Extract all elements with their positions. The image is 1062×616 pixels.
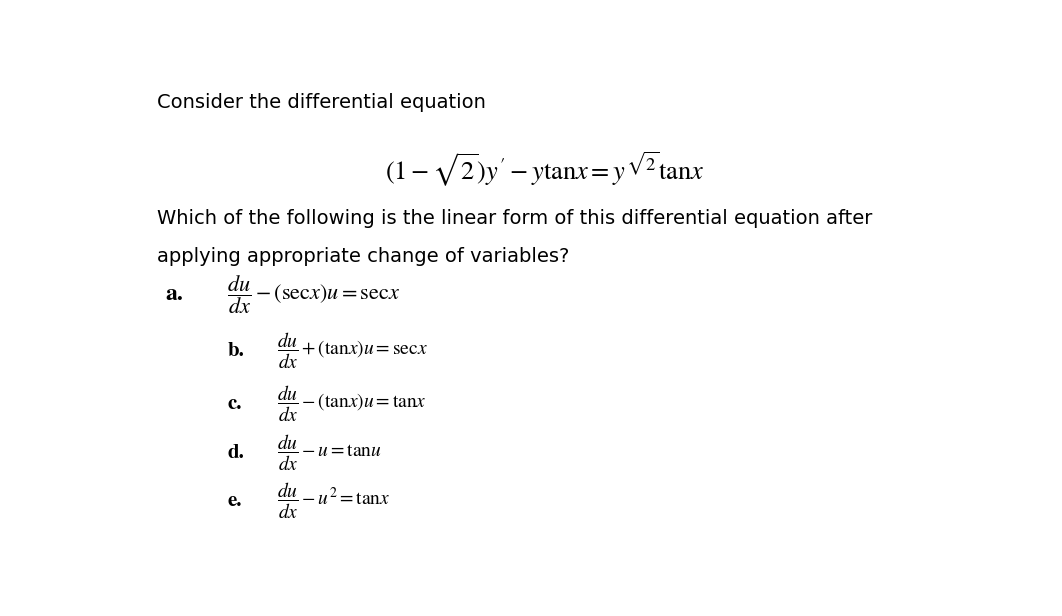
Text: $\dfrac{du}{dx} - u^{2} = \mathrm{tan}x$: $\dfrac{du}{dx} - u^{2} = \mathrm{tan}x$ [277, 480, 390, 521]
Text: c.: c. [227, 395, 242, 413]
Text: $\dfrac{du}{dx} - (\mathrm{tan}x)u = \mathrm{tan}x$: $\dfrac{du}{dx} - (\mathrm{tan}x)u = \ma… [277, 384, 427, 424]
Text: $\dfrac{du}{dx} + (\mathrm{tan}x)u = \mathrm{sec}x$: $\dfrac{du}{dx} + (\mathrm{tan}x)u = \ma… [277, 331, 428, 371]
Text: b.: b. [227, 342, 244, 360]
Text: a.: a. [166, 284, 184, 305]
Text: Which of the following is the linear form of this differential equation after: Which of the following is the linear for… [157, 209, 873, 228]
Text: $\dfrac{du}{dx} - u = \mathrm{tan}u$: $\dfrac{du}{dx} - u = \mathrm{tan}u$ [277, 433, 381, 474]
Text: $\dfrac{du}{dx} - (\mathrm{sec}x)u = \mathrm{sec}x$: $\dfrac{du}{dx} - (\mathrm{sec}x)u = \ma… [227, 273, 400, 316]
Text: d.: d. [227, 444, 244, 463]
Text: $(1 - \sqrt{2})y^{\prime} - y\mathrm{tan}x = y^{\sqrt{2}}\mathrm{tan}x$: $(1 - \sqrt{2})y^{\prime} - y\mathrm{tan… [384, 150, 704, 189]
Text: Consider the differential equation: Consider the differential equation [157, 93, 486, 112]
Text: e.: e. [227, 492, 242, 510]
Text: applying appropriate change of variables?: applying appropriate change of variables… [157, 247, 570, 266]
